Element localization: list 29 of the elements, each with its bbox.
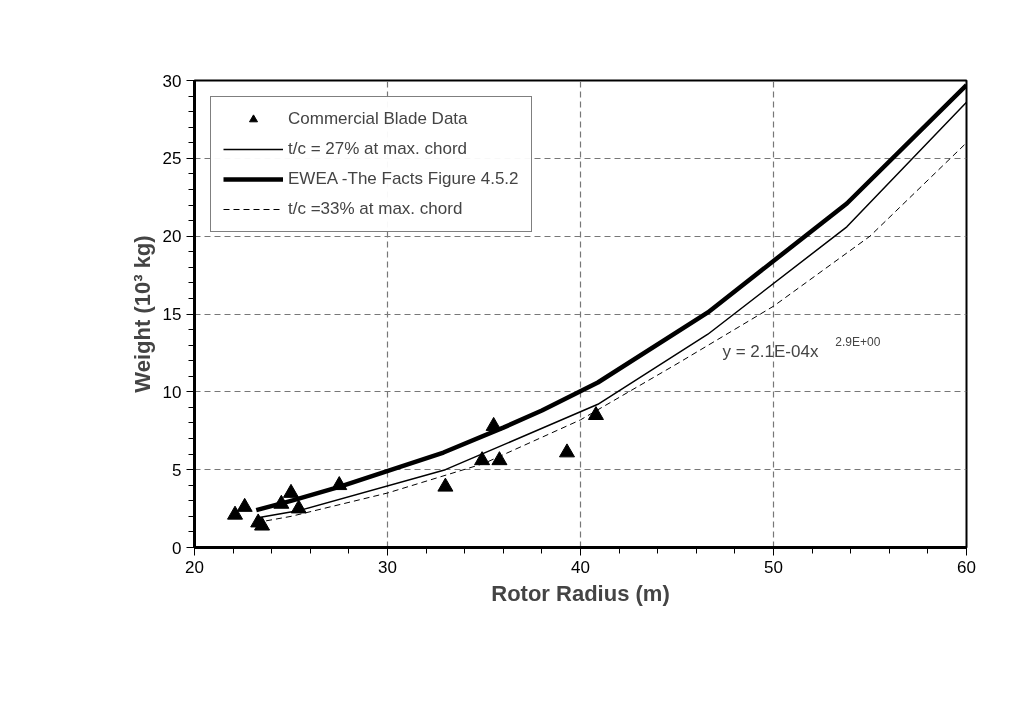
point: [254, 516, 271, 531]
legend-label: Commercial Blade Data: [288, 109, 468, 129]
legend-label: EWEA -The Facts Figure 4.5.2: [288, 169, 519, 189]
point: [236, 497, 253, 512]
point: [290, 499, 307, 514]
y-axis-title: Weight (10³ kg): [129, 235, 155, 393]
y-tick-label: 5: [172, 460, 182, 480]
y-tick-label: 25: [162, 149, 182, 169]
y-tick-label: 10: [162, 382, 182, 402]
point: [283, 483, 299, 498]
x-tick-label: 50: [764, 557, 783, 577]
y-tick-label: 0: [172, 538, 182, 558]
x-tick-label: 40: [571, 557, 590, 577]
x-axis-title: Rotor Radius (m): [491, 580, 670, 606]
y-tick-label: 15: [162, 305, 182, 324]
x-tick-label: 20: [185, 557, 204, 577]
point: [558, 443, 575, 458]
legend-label: t/c = 27% at max. chord: [288, 139, 468, 159]
point: [587, 406, 604, 421]
point: [474, 451, 491, 466]
y-tick-label: 30: [162, 71, 182, 91]
annotation: y = 2.1E-04x2.9E+00: [722, 334, 881, 361]
legend-label: t/c =33% at max. chord: [288, 199, 463, 219]
x-tick-label: 30: [378, 557, 397, 577]
x-tick-label: 60: [957, 557, 976, 577]
point: [491, 451, 508, 466]
y-tick-label: 20: [162, 227, 182, 247]
point: [437, 477, 454, 492]
point: [227, 505, 244, 520]
